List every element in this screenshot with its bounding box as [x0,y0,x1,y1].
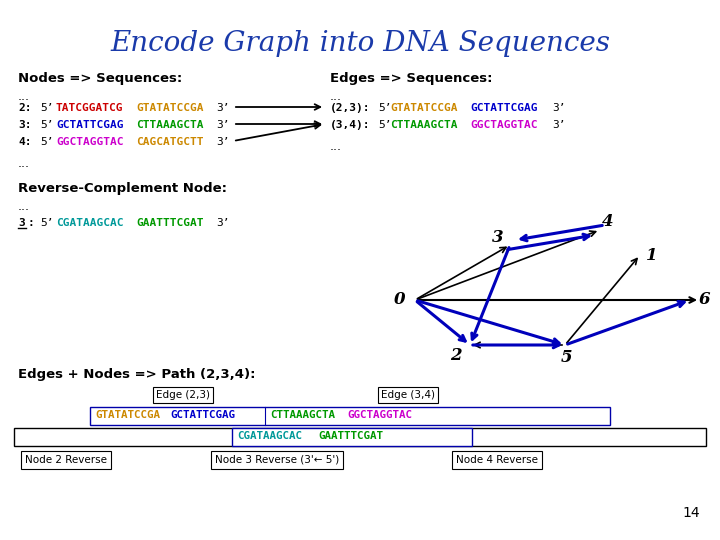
Text: 3’: 3’ [216,137,230,147]
Text: CTTAAAGCTA: CTTAAAGCTA [390,120,457,130]
Text: Node 2 Reverse: Node 2 Reverse [25,455,107,465]
Text: CTTAAAGCTA: CTTAAAGCTA [136,120,204,130]
Text: 6: 6 [698,292,710,308]
Text: TATCGGATCG: TATCGGATCG [56,103,124,113]
Text: GAATTTCGAT: GAATTTCGAT [136,218,204,228]
Text: Node 4 Reverse: Node 4 Reverse [456,455,538,465]
Text: 4: 4 [602,213,614,231]
Text: GAATTTCGAT: GAATTTCGAT [318,431,383,441]
Text: 1: 1 [646,246,658,264]
Text: 3’: 3’ [552,120,565,130]
Text: 5’: 5’ [378,120,392,130]
Text: GTATATCCGA: GTATATCCGA [390,103,457,113]
Text: 3: 3 [492,228,504,246]
Text: 3: 3 [18,218,24,228]
Text: Edge (2,3): Edge (2,3) [156,390,210,400]
Bar [232,428,472,446]
Text: Node 3 Reverse (3'← 5'): Node 3 Reverse (3'← 5') [215,455,339,465]
Text: GTATATCCGA: GTATATCCGA [95,410,160,420]
Text: 5’: 5’ [378,103,392,113]
Bar [90,407,610,425]
Text: 3’: 3’ [216,120,230,130]
Text: GCTATTCGAG: GCTATTCGAG [170,410,235,420]
Text: ...: ... [18,200,30,213]
Text: 5’: 5’ [40,218,53,228]
Text: Edges => Sequences:: Edges => Sequences: [330,72,492,85]
Text: Reverse-Complement Node:: Reverse-Complement Node: [18,182,227,195]
Text: 5’: 5’ [40,120,53,130]
Text: ...: ... [330,140,342,153]
Text: (2,3):: (2,3): [330,103,371,113]
Text: 0: 0 [394,292,406,308]
Text: Nodes => Sequences:: Nodes => Sequences: [18,72,182,85]
Text: 3:: 3: [18,120,32,130]
Text: CAGCATGCTT: CAGCATGCTT [136,137,204,147]
Text: GGCTAGGTAC: GGCTAGGTAC [347,410,412,420]
Text: 4:: 4: [18,137,32,147]
Text: 5: 5 [561,348,573,366]
Text: GTATATCCGA: GTATATCCGA [136,103,204,113]
Text: Encode Graph into DNA Sequences: Encode Graph into DNA Sequences [110,30,610,57]
Text: ...: ... [18,157,30,170]
Text: GCTATTCGAG: GCTATTCGAG [470,103,538,113]
Text: ...: ... [330,90,342,103]
Text: 2: 2 [450,347,462,363]
Text: 3’: 3’ [552,103,565,113]
Text: Edges + Nodes => Path (2,3,4):: Edges + Nodes => Path (2,3,4): [18,368,256,381]
Text: CTTAAAGCTA: CTTAAAGCTA [270,410,335,420]
Bar [14,428,706,446]
Text: 5’: 5’ [40,103,53,113]
Text: Edge (3,4): Edge (3,4) [381,390,435,400]
Text: 3’: 3’ [216,218,230,228]
Text: 2:: 2: [18,103,32,113]
Text: GGCTAGGTAC: GGCTAGGTAC [470,120,538,130]
Text: 14: 14 [683,506,700,520]
Text: (3,4):: (3,4): [330,120,371,130]
Text: CGATAAGCAC: CGATAAGCAC [56,218,124,228]
Text: :: : [27,218,34,228]
Text: 5’: 5’ [40,137,53,147]
Text: ...: ... [18,90,30,103]
Text: 3’: 3’ [216,103,230,113]
Text: GCTATTCGAG: GCTATTCGAG [56,120,124,130]
Text: GGCTAGGTAC: GGCTAGGTAC [56,137,124,147]
Text: CGATAAGCAC: CGATAAGCAC [237,431,302,441]
